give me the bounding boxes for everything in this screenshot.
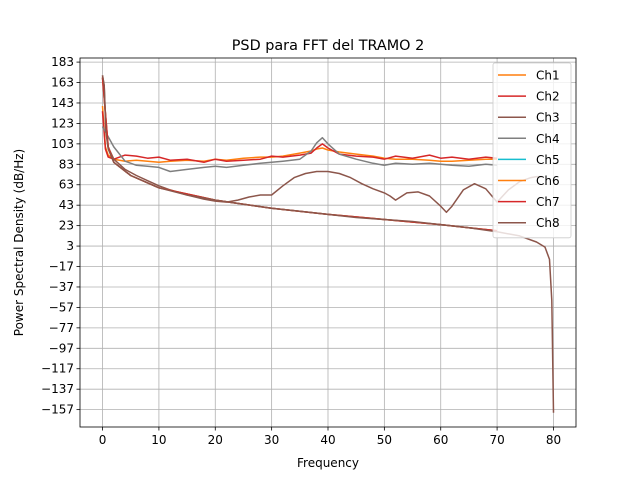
y-tick-label: −97 [49, 341, 74, 355]
y-tick-label: −57 [49, 300, 74, 314]
y-tick-label: 143 [51, 96, 74, 110]
plot-area [101, 75, 555, 413]
y-tick-label: −17 [49, 260, 74, 274]
legend-label: Ch5 [536, 153, 560, 167]
y-tick-label: −157 [41, 403, 74, 417]
x-tick-label: 40 [320, 433, 335, 447]
series-line-ch1 [101, 105, 498, 164]
legend: Ch1 Ch2 Ch3 Ch4 Ch5 Ch6 Ch7 Ch8 [492, 62, 572, 239]
y-tick-label: 43 [59, 198, 74, 212]
y-axis-ticks: 183 163 143 123 103 83 63 43 23 3 −17 −37 −57 −77 −97 −… [41, 55, 80, 417]
x-tick-label: 70 [489, 433, 504, 447]
legend-label: Ch3 [536, 111, 560, 125]
y-axis-label: Power Spectral Density (dB/Hz) [12, 149, 26, 336]
y-tick-label: 83 [59, 157, 74, 171]
y-tick-label: −77 [49, 321, 74, 335]
legend-label: Ch7 [536, 195, 560, 209]
x-tick-label: 10 [151, 433, 166, 447]
series-line-ch5 [101, 77, 498, 232]
y-tick-label: 183 [51, 55, 74, 69]
x-tick-label: 50 [377, 433, 392, 447]
x-tick-label: 0 [99, 433, 107, 447]
series-line-ch7 [101, 77, 498, 232]
series-line-ch2 [101, 111, 498, 164]
y-tick-label: −137 [41, 382, 74, 396]
series-line-ch4 [101, 126, 498, 173]
y-tick-label: 163 [51, 76, 74, 90]
y-tick-label: 3 [66, 239, 74, 253]
series-line-ch8 [101, 75, 555, 413]
y-tick-label: 63 [59, 178, 74, 192]
x-tick-label: 80 [546, 433, 561, 447]
series-line-ch6 [101, 77, 498, 232]
series-line-ch3 [101, 75, 543, 214]
y-tick-label: 103 [51, 137, 74, 151]
legend-label: Ch6 [536, 174, 560, 188]
legend-box [492, 62, 572, 239]
x-tick-label: 30 [264, 433, 279, 447]
y-tick-label: −117 [41, 362, 74, 376]
legend-label: Ch4 [536, 132, 560, 146]
legend-label: Ch8 [536, 216, 560, 230]
x-axis-ticks: 0 10 20 30 40 50 60 70 80 [99, 427, 561, 447]
legend-label: Ch2 [536, 90, 560, 104]
x-tick-label: 60 [433, 433, 448, 447]
chart-title: PSD para FFT del TRAMO 2 [232, 38, 424, 54]
x-axis-label: Frequency [297, 456, 359, 470]
y-tick-label: −37 [49, 280, 74, 294]
x-tick-label: 20 [208, 433, 223, 447]
y-tick-label: 23 [59, 219, 74, 233]
y-tick-label: 123 [51, 116, 74, 130]
legend-label: Ch1 [536, 69, 560, 83]
